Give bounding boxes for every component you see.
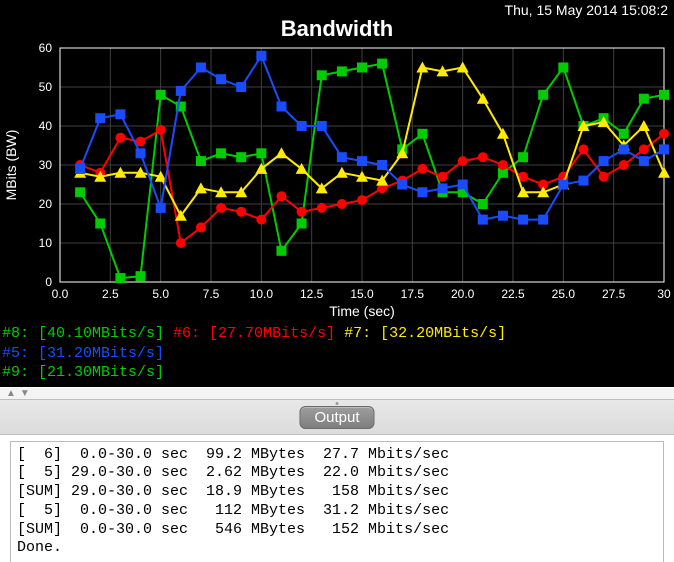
- svg-text:30: 30: [39, 158, 53, 172]
- svg-text:2.5: 2.5: [102, 287, 119, 301]
- svg-text:12.5: 12.5: [300, 287, 324, 301]
- legend-item: #8: [40.10MBits/s]: [2, 325, 164, 342]
- svg-text:0: 0: [45, 275, 52, 289]
- svg-text:17.5: 17.5: [401, 287, 425, 301]
- svg-text:MBits (BW): MBits (BW): [3, 130, 19, 201]
- legend-item: #9: [21.30MBits/s]: [2, 364, 164, 381]
- chart-title: Bandwidth: [0, 16, 674, 42]
- svg-text:10.0: 10.0: [250, 287, 274, 301]
- legend-item: #5: [31.20MBits/s]: [2, 345, 164, 362]
- chart-legend: #8: [40.10MBits/s] #6: [27.70MBits/s] #7…: [0, 322, 674, 387]
- svg-text:50: 50: [39, 80, 53, 94]
- svg-text:30: 30: [657, 287, 671, 301]
- svg-text:5.0: 5.0: [152, 287, 169, 301]
- svg-text:27.5: 27.5: [602, 287, 626, 301]
- svg-text:22.5: 22.5: [501, 287, 525, 301]
- svg-text:40: 40: [39, 119, 53, 133]
- svg-text:20.0: 20.0: [451, 287, 475, 301]
- legend-item: #6: [27.70MBits/s]: [173, 325, 335, 342]
- svg-text:0.0: 0.0: [52, 287, 69, 301]
- output-text: [ 6] 0.0-30.0 sec 99.2 MBytes 27.7 Mbits…: [10, 441, 664, 562]
- svg-text:60: 60: [39, 42, 53, 55]
- svg-text:25.0: 25.0: [552, 287, 576, 301]
- output-toolbar: • Output: [0, 399, 674, 435]
- svg-text:10: 10: [39, 236, 53, 250]
- output-button[interactable]: Output: [299, 406, 374, 429]
- svg-text:20: 20: [39, 197, 53, 211]
- svg-text:15.0: 15.0: [350, 287, 374, 301]
- bandwidth-chart: 0.0 2.5 5.0 7.5 10.0 12.5 15.0 17.5 20.0 22.5 25.0…: [0, 42, 674, 322]
- chart-panel: Thu, 15 May 2014 15:08:2 Bandwidth 0.02.…: [0, 0, 674, 387]
- svg-text:7.5: 7.5: [203, 287, 220, 301]
- legend-item: #7: [32.20MBits/s]: [344, 325, 506, 342]
- svg-text:Time (sec): Time (sec): [329, 303, 395, 319]
